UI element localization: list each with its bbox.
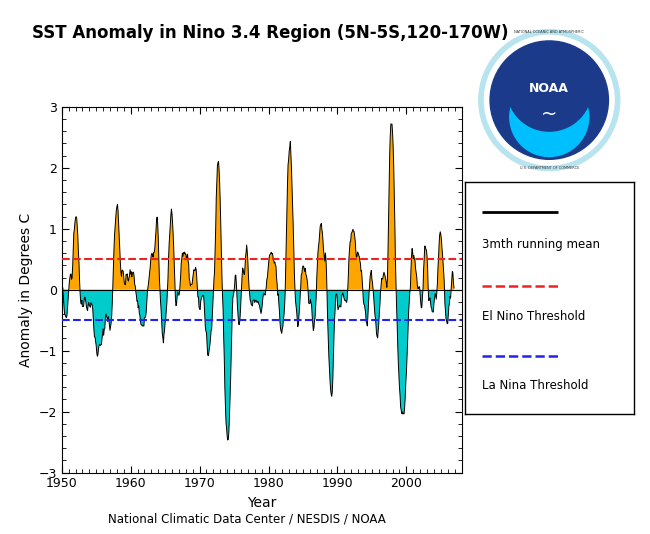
Text: 3mth running mean: 3mth running mean — [482, 238, 600, 251]
Text: SST Anomaly in Nino 3.4 Region (5N-5S,120-170W): SST Anomaly in Nino 3.4 Region (5N-5S,12… — [32, 24, 509, 42]
Circle shape — [510, 77, 589, 156]
Text: NOAA: NOAA — [529, 82, 569, 96]
Y-axis label: Anomaly in Degrees C: Anomaly in Degrees C — [19, 213, 33, 367]
Circle shape — [490, 41, 608, 159]
Text: U.S. DEPARTMENT OF COMMERCE: U.S. DEPARTMENT OF COMMERCE — [519, 166, 579, 170]
Text: NATIONAL OCEANIC AND ATMOSPHERIC: NATIONAL OCEANIC AND ATMOSPHERIC — [514, 30, 584, 35]
Text: ~: ~ — [541, 105, 558, 124]
Circle shape — [484, 35, 614, 165]
Text: La Nina Threshold: La Nina Threshold — [482, 380, 588, 392]
Text: National Climatic Data Center / NESDIS / NOAA: National Climatic Data Center / NESDIS /… — [108, 513, 386, 525]
Circle shape — [507, 46, 592, 131]
Text: El Nino Threshold: El Nino Threshold — [482, 310, 585, 323]
X-axis label: Year: Year — [247, 496, 276, 510]
Circle shape — [479, 30, 619, 170]
